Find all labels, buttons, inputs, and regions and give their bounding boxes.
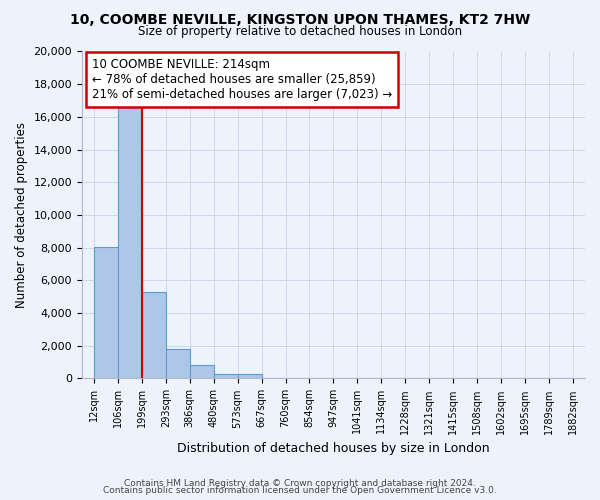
Text: 10, COOMBE NEVILLE, KINGSTON UPON THAMES, KT2 7HW: 10, COOMBE NEVILLE, KINGSTON UPON THAMES… <box>70 12 530 26</box>
Y-axis label: Number of detached properties: Number of detached properties <box>15 122 28 308</box>
Text: Contains public sector information licensed under the Open Government Licence v3: Contains public sector information licen… <box>103 486 497 495</box>
Bar <box>190 366 214 378</box>
Bar <box>214 374 238 378</box>
Bar <box>238 374 262 378</box>
Text: Size of property relative to detached houses in London: Size of property relative to detached ho… <box>138 25 462 38</box>
Text: 10 COOMBE NEVILLE: 214sqm
← 78% of detached houses are smaller (25,859)
21% of s: 10 COOMBE NEVILLE: 214sqm ← 78% of detac… <box>92 58 392 101</box>
X-axis label: Distribution of detached houses by size in London: Distribution of detached houses by size … <box>177 442 490 455</box>
Bar <box>166 349 190 378</box>
Bar <box>142 292 166 378</box>
Bar <box>118 107 142 378</box>
Text: Contains HM Land Registry data © Crown copyright and database right 2024.: Contains HM Land Registry data © Crown c… <box>124 478 476 488</box>
Bar <box>94 247 118 378</box>
